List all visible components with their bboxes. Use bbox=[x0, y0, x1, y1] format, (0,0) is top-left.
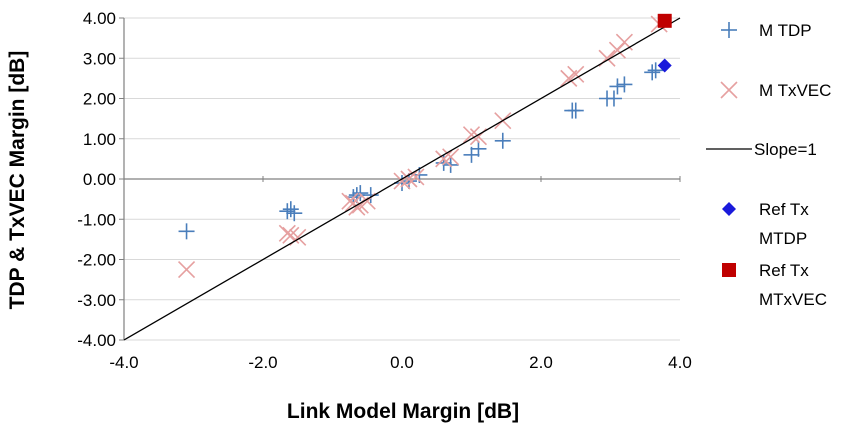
y-tick-label: 2.00 bbox=[83, 90, 116, 109]
tdp-point bbox=[616, 76, 633, 93]
legend-item: Slope=1 bbox=[706, 140, 817, 159]
x-stroke-b bbox=[462, 126, 481, 144]
plot-area bbox=[123, 13, 681, 341]
legend-square-marker bbox=[722, 263, 736, 277]
tdp-point bbox=[470, 140, 487, 157]
legend-item: M TDP bbox=[721, 21, 812, 40]
y-axis-title: TDP & TxVEC Margin [dB] bbox=[6, 51, 29, 310]
legend-plus-marker bbox=[721, 22, 737, 38]
tdp-point bbox=[286, 205, 303, 222]
x-stroke-b bbox=[720, 81, 738, 99]
legend-item: Ref Tx MTxVEC bbox=[722, 261, 827, 309]
x-stroke-b bbox=[567, 65, 585, 83]
x-stroke-b bbox=[435, 150, 453, 168]
x-stroke-b bbox=[615, 33, 633, 51]
tdp-point bbox=[282, 201, 299, 218]
y-tick-label: -1.00 bbox=[77, 210, 116, 229]
legend-x-marker bbox=[720, 81, 738, 99]
legend-label: Slope=1 bbox=[754, 140, 817, 159]
legend-label: Ref Tx bbox=[759, 261, 809, 280]
slope-line bbox=[123, 17, 681, 341]
legend-item: Ref Tx MTDP bbox=[722, 200, 809, 248]
tdp-point bbox=[567, 102, 584, 119]
y-tick-label: 3.00 bbox=[83, 49, 116, 68]
x-stroke-b bbox=[282, 226, 300, 244]
tdp-point bbox=[605, 90, 622, 107]
x-stroke-b bbox=[278, 224, 296, 242]
legend-label: MTDP bbox=[759, 229, 807, 248]
tdp-point bbox=[362, 187, 379, 204]
y-tick-label: 0.00 bbox=[83, 170, 116, 189]
x-stroke-b bbox=[400, 170, 418, 188]
x-tick-label: -2.0 bbox=[248, 353, 277, 372]
legend-label: M TxVEC bbox=[759, 81, 831, 100]
txvec-point bbox=[400, 170, 418, 188]
txvec-point bbox=[567, 65, 585, 83]
x-tick-labels: -4.0 -2.0 0.0 2.0 4.0 bbox=[109, 353, 691, 372]
x-stroke-b bbox=[442, 148, 460, 166]
tdp-point bbox=[647, 62, 664, 79]
legend-label: M TDP bbox=[759, 21, 812, 40]
y-tick-label: -2.00 bbox=[77, 251, 116, 270]
y-tick-label: -3.00 bbox=[77, 291, 116, 310]
tdp-point bbox=[178, 223, 195, 240]
y-tick-labels: 4.00 3.00 2.00 1.00 0.00 -1.00 -2.00 -3.00 -4.00 bbox=[77, 9, 116, 350]
ref-tx-mtxvec-point bbox=[657, 13, 672, 28]
x-stroke-b bbox=[177, 260, 196, 279]
x-tick-label: 2.0 bbox=[529, 353, 553, 372]
y-tick-label: -4.00 bbox=[77, 331, 116, 350]
x-tick-label: 0.0 bbox=[390, 353, 414, 372]
legend: M TDP M TxVEC Slope=1 Ref Tx MTDP Ref Tx MTxVE… bbox=[706, 21, 831, 309]
tdp-point bbox=[609, 78, 626, 95]
x-tick-label: -4.0 bbox=[109, 353, 138, 372]
legend-diamond-marker bbox=[722, 202, 736, 216]
tdp-point bbox=[394, 175, 410, 192]
legend-item: M TxVEC bbox=[720, 81, 831, 100]
x-axis-title: Link Model Margin [dB] bbox=[287, 400, 519, 423]
y-tick-label: 4.00 bbox=[83, 9, 116, 28]
txvec-point bbox=[278, 224, 296, 242]
x-tick-label: 4.0 bbox=[668, 353, 692, 372]
ref-tx-mtdp-point bbox=[657, 58, 672, 73]
gridlines bbox=[124, 17, 680, 341]
txvec-point bbox=[407, 168, 425, 186]
y-tick-label: 1.00 bbox=[83, 130, 116, 149]
txvec-point bbox=[462, 126, 481, 144]
txvec-point bbox=[177, 260, 196, 279]
tdp-point bbox=[279, 203, 296, 220]
legend-label: MTxVEC bbox=[759, 290, 827, 309]
tdp-point bbox=[494, 132, 511, 149]
legend-label: Ref Tx bbox=[759, 200, 809, 219]
x-stroke-b bbox=[407, 168, 425, 186]
txvec-point bbox=[615, 33, 633, 51]
txvec-point bbox=[435, 150, 453, 168]
txvec-point bbox=[442, 148, 460, 166]
tdp-point bbox=[644, 64, 661, 81]
